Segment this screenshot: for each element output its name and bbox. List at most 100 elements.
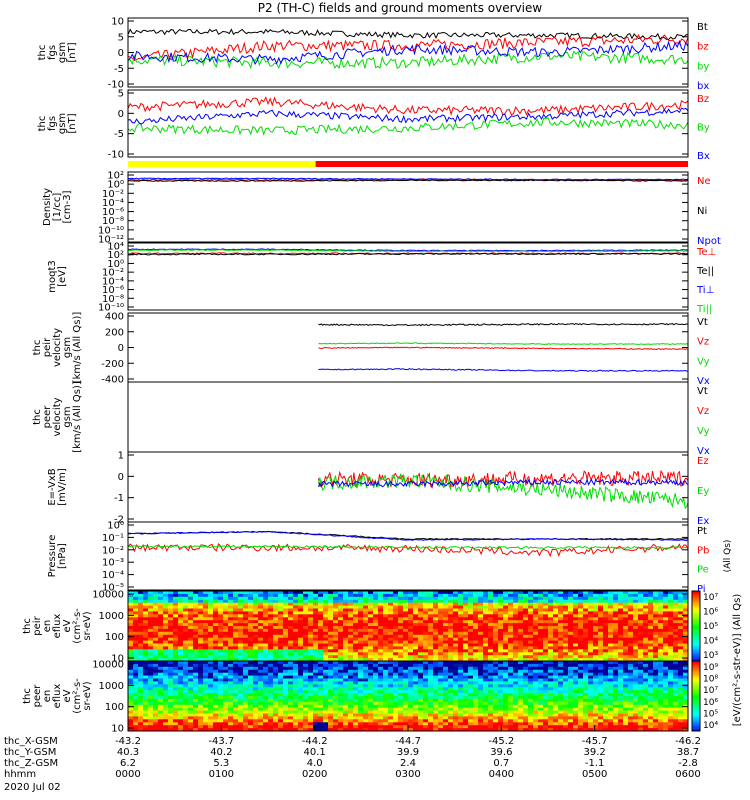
spectrogram-cell <box>658 701 664 705</box>
spectrogram-cell <box>328 701 334 705</box>
spectrogram-cell <box>203 675 209 679</box>
spectrogram-cell <box>303 649 309 653</box>
spectrogram-cell <box>508 666 514 670</box>
spectrogram-cell <box>168 599 174 603</box>
spectrogram-cell <box>383 661 389 665</box>
spectrogram-cell <box>418 666 424 670</box>
spectrogram-cell <box>303 675 309 679</box>
spectrogram-cell <box>248 672 254 676</box>
y-tick-label: 10⁻⁶ <box>102 207 124 218</box>
spectrogram-cell <box>528 693 534 697</box>
spectrogram-cell <box>198 661 204 665</box>
spectrogram-cell <box>583 602 589 606</box>
spectrogram-cell <box>413 640 419 644</box>
spectrogram-cell <box>438 646 444 650</box>
spectrogram-cell <box>573 640 579 644</box>
spectrogram-cell <box>333 593 339 598</box>
spectrogram-cell <box>378 602 384 606</box>
spectrogram-cell <box>353 628 359 633</box>
spectrogram-cell <box>488 634 494 638</box>
spectrogram-cell <box>173 698 179 703</box>
spectrogram-cell <box>553 652 559 656</box>
spectrogram-cell <box>518 620 524 624</box>
spectrogram-cell <box>213 658 219 662</box>
spectrogram-cell <box>233 684 239 688</box>
spectrogram-cell <box>368 693 374 697</box>
spectrogram-cell <box>148 693 154 697</box>
spectrogram-cell <box>568 701 574 705</box>
legend-Ez: Ez <box>697 456 709 467</box>
spectrogram-cell <box>443 646 449 650</box>
spectrogram-cell <box>468 655 474 659</box>
series-Pi <box>128 530 689 542</box>
panel-frame <box>127 521 689 591</box>
spectrogram-cell <box>678 655 684 659</box>
y-axis-label: velocity <box>52 328 63 367</box>
spectrogram-cell <box>183 704 189 708</box>
spectrogram-cell <box>348 649 354 653</box>
spectrogram-cell <box>493 599 499 603</box>
spectrogram-cell <box>318 634 324 638</box>
spectrogram-cell <box>593 707 599 711</box>
spectrogram-cell <box>138 602 144 606</box>
spectrogram-cell <box>403 675 409 679</box>
spectrogram-cell <box>473 684 479 688</box>
spectrogram-cell <box>158 693 164 697</box>
spectrogram-cell <box>498 617 504 621</box>
spectrogram-cell <box>298 631 304 635</box>
spectrogram-cell <box>553 690 559 694</box>
spectrogram-cell <box>388 643 394 647</box>
spectrogram-cell <box>368 591 374 595</box>
spectrogram-cell <box>178 649 184 653</box>
spectrogram-cell <box>203 687 209 691</box>
spectrogram-cell <box>163 649 169 653</box>
spectrogram-cell <box>338 658 344 662</box>
spectrogram-cell <box>408 669 414 673</box>
spectrogram-cell <box>233 707 239 711</box>
spectrogram-cell <box>408 675 414 679</box>
spectrogram-cell <box>648 675 654 679</box>
spectrogram-cell <box>303 596 309 600</box>
spectrogram-cell <box>313 698 319 703</box>
spectrogram-cell <box>583 591 589 595</box>
spectrogram-cell <box>233 631 239 635</box>
spectrogram-cell <box>648 655 654 659</box>
spectrogram-cell <box>228 605 234 609</box>
spectrogram-cell <box>613 628 619 633</box>
spectrogram-cell <box>608 649 614 653</box>
spectrogram-cell <box>433 626 439 630</box>
spectrogram-cell <box>333 652 339 656</box>
spectrogram-cell <box>358 649 364 653</box>
spectrogram-cell <box>383 684 389 688</box>
spectrogram-cell <box>213 690 219 694</box>
spectrogram-cell <box>353 634 359 638</box>
spectrogram-cell <box>683 637 689 641</box>
spectrogram-cell <box>168 602 174 606</box>
y-axis-label: moqt3 <box>47 260 58 293</box>
spectrogram-cell <box>188 614 194 618</box>
spectrogram-cell <box>588 678 594 682</box>
spectrogram-cell <box>303 626 309 630</box>
spectrogram-cell <box>408 591 414 595</box>
spectrogram-cell <box>513 666 519 670</box>
spectrogram-cell <box>278 599 284 603</box>
spectrogram-cell <box>293 643 299 647</box>
spectrogram-cell <box>343 666 349 670</box>
spectrogram-cell <box>478 663 484 668</box>
spectrogram-cell <box>373 605 379 609</box>
spectrogram-cell <box>663 591 669 595</box>
spectrogram-cell <box>343 693 349 697</box>
spectrogram-cell <box>343 643 349 647</box>
spectrogram-cell <box>128 602 134 606</box>
spectrogram-cell <box>578 620 584 624</box>
spectrogram-cell <box>583 634 589 638</box>
spectrogram-cell <box>458 663 464 668</box>
spectrogram-cell <box>133 640 139 644</box>
y-tick-label: 10⁻⁵ <box>102 583 124 594</box>
spectrogram-cell <box>193 710 199 714</box>
spectrogram-cell <box>343 649 349 653</box>
spectrogram-cell <box>553 602 559 606</box>
spectrogram-cell <box>178 623 184 627</box>
y-axis-label: [1/cc] <box>52 193 63 222</box>
spectrogram-cell <box>578 617 584 621</box>
